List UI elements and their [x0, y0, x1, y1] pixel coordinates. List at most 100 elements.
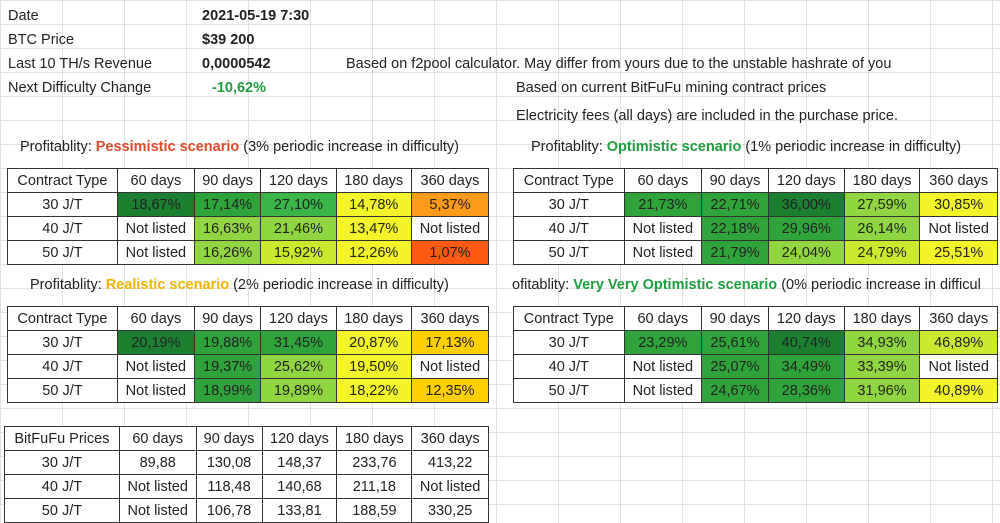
column-header[interactable]: 60 days — [118, 426, 197, 451]
profit-cell[interactable]: 25,62% — [260, 354, 337, 379]
price-cell[interactable]: 140,68 — [261, 474, 338, 499]
row-label[interactable]: 50 J/T — [4, 498, 120, 523]
profit-cell[interactable]: Not listed — [116, 216, 195, 241]
profit-cell[interactable]: Not listed — [116, 240, 195, 265]
profit-cell[interactable]: 5,37% — [410, 192, 490, 217]
price-cell[interactable]: 148,37 — [261, 450, 338, 475]
profit-cell[interactable]: Not listed — [623, 216, 703, 241]
column-header[interactable]: 90 days — [701, 306, 769, 331]
column-header[interactable]: 60 days — [116, 306, 195, 331]
profit-cell[interactable]: 25,61% — [701, 330, 769, 355]
profit-cell[interactable]: 12,26% — [335, 240, 412, 265]
column-header[interactable]: 360 days — [919, 168, 998, 193]
column-header[interactable]: 180 days — [336, 426, 413, 451]
profit-cell[interactable]: 27,59% — [843, 192, 921, 217]
profit-cell[interactable]: 16,63% — [193, 216, 262, 241]
profit-cell[interactable]: 21,73% — [623, 192, 703, 217]
profit-cell[interactable]: 1,07% — [410, 240, 490, 265]
column-header[interactable]: 120 days — [260, 306, 337, 331]
profit-cell[interactable]: 46,89% — [919, 330, 998, 355]
date-value[interactable]: 2021-05-19 7:30 — [202, 8, 310, 24]
column-header[interactable]: 180 days — [843, 168, 921, 193]
column-header[interactable]: 90 days — [193, 306, 262, 331]
profit-cell[interactable]: Not listed — [116, 354, 195, 379]
btc-price-label[interactable]: BTC Price — [8, 32, 75, 48]
date-label[interactable]: Date — [8, 8, 39, 24]
row-label[interactable]: 40 J/T — [513, 354, 625, 379]
price-cell[interactable]: 330,25 — [411, 498, 489, 523]
profit-cell[interactable]: Not listed — [623, 354, 703, 379]
column-header[interactable]: BitFuFu Prices — [4, 426, 120, 451]
column-header[interactable]: 60 days — [623, 168, 703, 193]
column-header[interactable]: Contract Type — [513, 168, 625, 193]
difficulty-value[interactable]: -10,62% — [212, 80, 267, 96]
column-header[interactable]: 180 days — [843, 306, 921, 331]
price-cell[interactable]: 188,59 — [336, 498, 413, 523]
row-label[interactable]: 30 J/T — [4, 450, 120, 475]
profit-cell[interactable]: 17,14% — [193, 192, 262, 217]
column-header[interactable]: Contract Type — [7, 306, 118, 331]
profit-cell[interactable]: 19,88% — [193, 330, 262, 355]
profit-cell[interactable]: 24,79% — [843, 240, 921, 265]
column-header[interactable]: 60 days — [116, 168, 195, 193]
column-header[interactable]: 120 days — [261, 426, 338, 451]
profit-cell[interactable]: 36,00% — [767, 192, 845, 217]
note-electricity[interactable]: Electricity fees (all days) are included… — [516, 108, 899, 124]
column-header[interactable]: 180 days — [335, 168, 412, 193]
profit-cell[interactable]: 19,37% — [193, 354, 262, 379]
profit-cell[interactable]: 34,49% — [767, 354, 845, 379]
profit-cell[interactable]: 24,04% — [767, 240, 845, 265]
column-header[interactable]: 120 days — [260, 168, 337, 193]
row-label[interactable]: 40 J/T — [7, 216, 118, 241]
column-header[interactable]: 360 days — [410, 168, 490, 193]
profit-cell[interactable]: 17,13% — [410, 330, 490, 355]
difficulty-label[interactable]: Next Difficulty Change — [8, 80, 152, 96]
revenue-value[interactable]: 0,0000542 — [202, 56, 271, 72]
column-header[interactable]: 120 days — [767, 306, 845, 331]
profit-cell[interactable]: 13,47% — [335, 216, 412, 241]
profit-cell[interactable]: 23,29% — [623, 330, 703, 355]
profit-cell[interactable]: 20,19% — [116, 330, 195, 355]
price-cell[interactable]: 130,08 — [195, 450, 263, 475]
row-label[interactable]: 40 J/T — [513, 216, 625, 241]
profit-cell[interactable]: 21,79% — [701, 240, 769, 265]
profit-cell[interactable]: 16,26% — [193, 240, 262, 265]
row-label[interactable]: 50 J/T — [513, 240, 625, 265]
row-label[interactable]: 50 J/T — [513, 378, 625, 403]
profit-cell[interactable]: 21,46% — [260, 216, 337, 241]
price-cell[interactable]: 89,88 — [118, 450, 197, 475]
note-bitfufu[interactable]: Based on current BitFuFu mining contract… — [516, 80, 827, 96]
profit-cell[interactable]: 29,96% — [767, 216, 845, 241]
profit-cell[interactable]: 30,85% — [919, 192, 998, 217]
profit-cell[interactable]: Not listed — [116, 378, 195, 403]
profit-cell[interactable]: Not listed — [919, 216, 998, 241]
profit-cell[interactable]: 18,22% — [335, 378, 412, 403]
profit-cell[interactable]: Not listed — [919, 354, 998, 379]
column-header[interactable]: 360 days — [411, 426, 489, 451]
price-cell[interactable]: 118,48 — [195, 474, 263, 499]
revenue-label[interactable]: Last 10 TH/s Revenue — [8, 56, 153, 72]
row-label[interactable]: 30 J/T — [7, 330, 118, 355]
price-cell[interactable]: Not listed — [411, 474, 489, 499]
row-label[interactable]: 40 J/T — [7, 354, 118, 379]
profit-cell[interactable]: Not listed — [623, 240, 703, 265]
price-cell[interactable]: 106,78 — [195, 498, 263, 523]
profit-cell[interactable]: 18,99% — [193, 378, 262, 403]
column-header[interactable]: 360 days — [410, 306, 490, 331]
row-label[interactable]: 50 J/T — [7, 240, 118, 265]
column-header[interactable]: 60 days — [623, 306, 703, 331]
profit-cell[interactable]: 40,74% — [767, 330, 845, 355]
price-cell[interactable]: 233,76 — [336, 450, 413, 475]
profit-cell[interactable]: 12,35% — [410, 378, 490, 403]
profit-cell[interactable]: 22,18% — [701, 216, 769, 241]
column-header[interactable]: Contract Type — [513, 306, 625, 331]
note-f2pool[interactable]: Based on f2pool calculator. May differ f… — [346, 56, 892, 72]
price-cell[interactable]: Not listed — [118, 498, 197, 523]
profit-cell[interactable]: 19,89% — [260, 378, 337, 403]
profit-cell[interactable]: 18,67% — [116, 192, 195, 217]
row-label[interactable]: 50 J/T — [7, 378, 118, 403]
profit-cell[interactable]: 27,10% — [260, 192, 337, 217]
column-header[interactable]: 90 days — [193, 168, 262, 193]
profit-cell[interactable]: 26,14% — [843, 216, 921, 241]
price-cell[interactable]: 413,22 — [411, 450, 489, 475]
